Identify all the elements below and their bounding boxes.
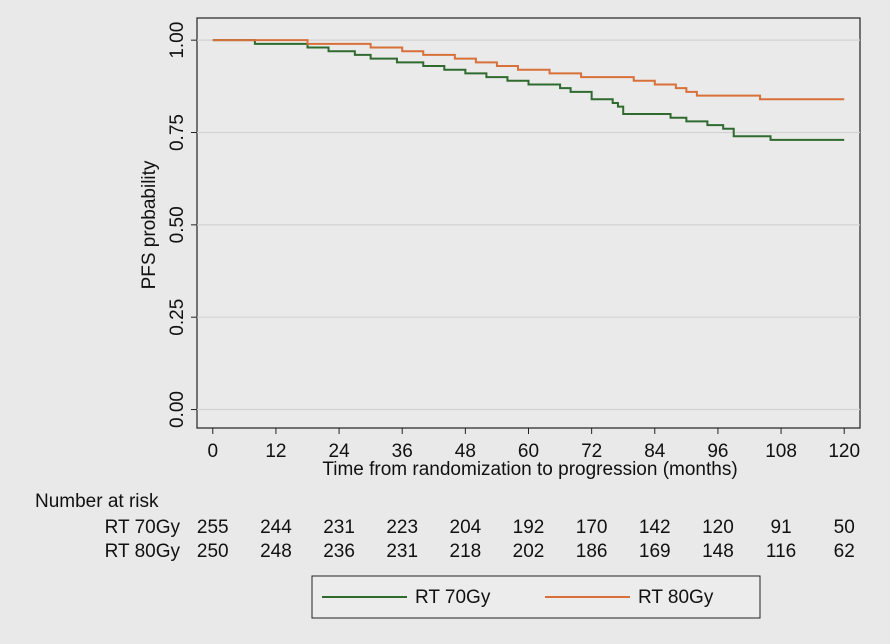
x-tick-label: 120 [828,441,860,462]
risk-row-label: RT 70Gy [105,517,181,538]
x-tick-label: 60 [518,441,539,462]
x-tick-label: 36 [392,441,413,462]
legend-label: RT 80Gy [638,587,714,608]
risk-value: 244 [260,517,292,538]
x-tick-label: 0 [207,441,218,462]
risk-row-label: RT 80Gy [105,541,181,562]
risk-value: 62 [834,541,855,562]
risk-value: 120 [702,517,734,538]
risk-value: 192 [513,517,545,538]
x-tick-label: 108 [765,441,797,462]
risk-value: 148 [702,541,734,562]
x-tick-label: 72 [581,441,602,462]
x-tick-label: 48 [455,441,476,462]
y-tick-label: 0.25 [167,299,188,336]
risk-value: 236 [323,541,355,562]
y-tick-label: 1.00 [167,22,188,59]
risk-value: 142 [639,517,671,538]
risk-value: 50 [834,517,855,538]
x-tick-label: 84 [644,441,666,462]
risk-value: 218 [450,541,482,562]
risk-value: 255 [197,517,229,538]
risk-value: 231 [323,517,355,538]
risk-value: 91 [771,517,792,538]
y-tick-label: 0.50 [167,206,188,243]
legend-label: RT 70Gy [415,587,491,608]
x-axis-label: Time from randomization to progression (… [322,459,737,480]
x-tick-label: 96 [707,441,728,462]
risk-value: 204 [450,517,482,538]
risk-value: 202 [513,541,545,562]
risk-value: 170 [576,517,608,538]
y-tick-label: 0.00 [167,391,188,428]
survival-line [212,39,845,101]
risk-value: 186 [576,541,608,562]
risk-value: 169 [639,541,671,562]
risk-value: 231 [386,541,418,562]
y-axis-label: PFS probability [139,160,160,289]
plot-frame [196,17,861,429]
x-tick-label: 12 [265,441,286,462]
risk-title: Number at risk [35,491,159,512]
risk-value: 223 [386,517,418,538]
risk-value: 116 [766,541,796,562]
y-tick-label: 0.75 [167,114,188,151]
x-tick-label: 24 [329,441,351,462]
risk-value: 250 [197,541,229,562]
risk-value: 248 [260,541,292,562]
survival-line [212,39,845,141]
